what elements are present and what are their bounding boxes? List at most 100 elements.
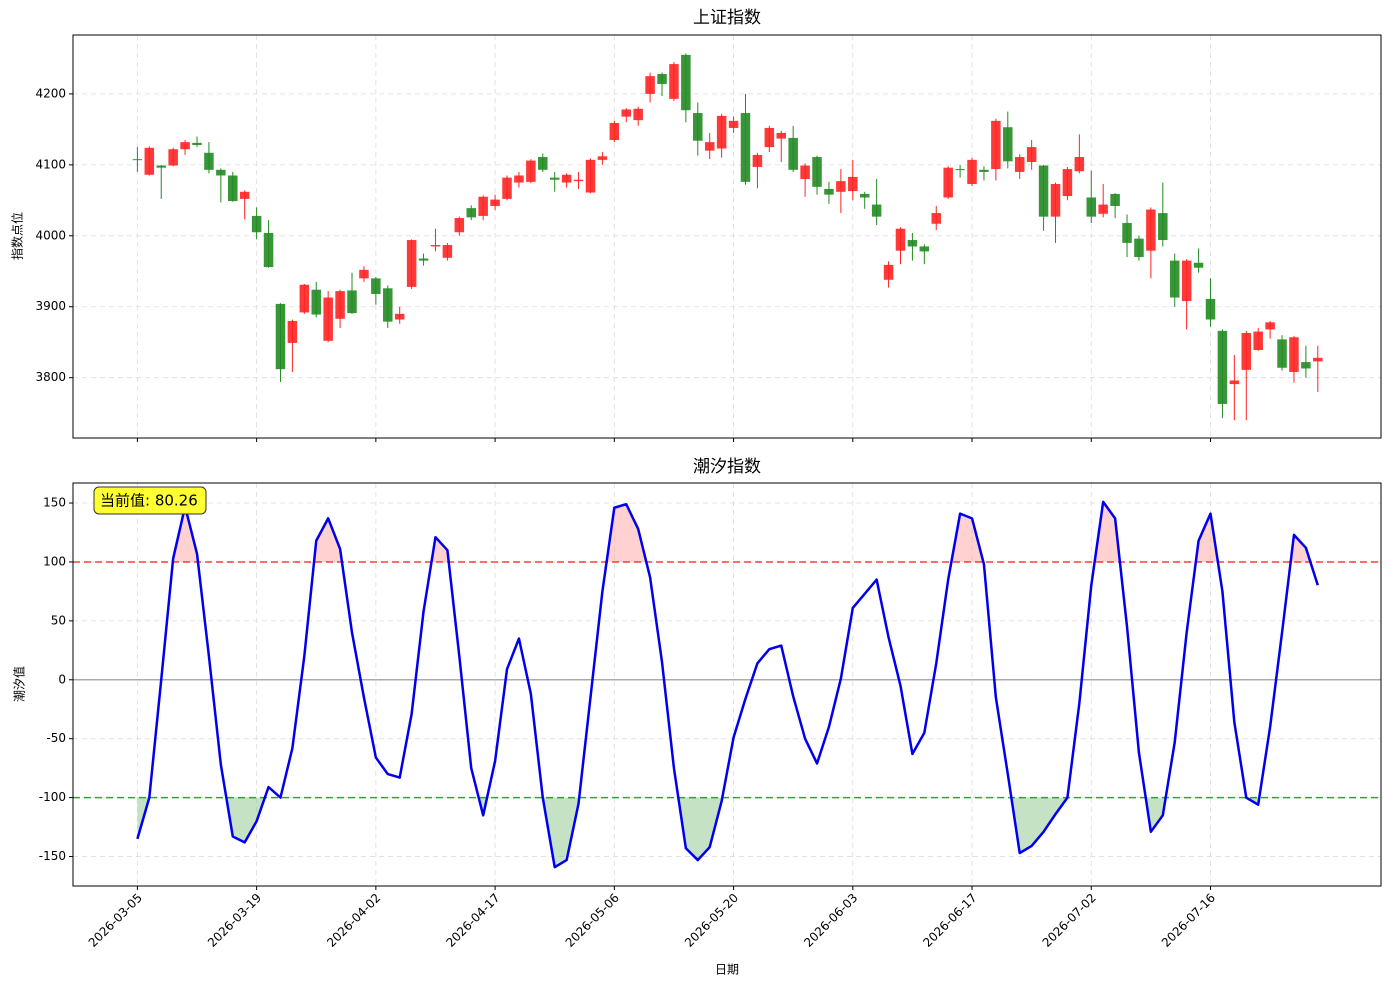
annotation-box — [93, 486, 207, 515]
y-tick-label: -150 — [39, 849, 66, 863]
candle-body — [1050, 183, 1061, 217]
top-title: 上证指数 — [693, 8, 761, 28]
y-tick-label: 4200 — [35, 86, 66, 100]
candle-body — [311, 289, 321, 315]
y-tick-label: -100 — [39, 790, 66, 804]
candle-body — [693, 113, 703, 141]
candle-body — [859, 193, 870, 198]
candle-body — [716, 115, 727, 149]
candle-body — [1169, 260, 1180, 298]
candle-body — [1229, 380, 1240, 385]
x-tick-label: 2026-05-06 — [563, 891, 622, 950]
candle-body — [788, 137, 798, 170]
candle-body — [538, 157, 548, 170]
candle-body — [597, 156, 608, 160]
y-tick-label: 0 — [58, 672, 66, 686]
candle-body — [1158, 213, 1168, 241]
candle-body — [657, 74, 667, 84]
candle-body — [1110, 193, 1120, 206]
candle-body — [1122, 223, 1132, 243]
candle-body — [430, 245, 441, 247]
candle-body — [633, 108, 643, 121]
candle-body — [883, 264, 894, 280]
candle-body — [740, 113, 751, 182]
y-tick-label: 4100 — [35, 157, 66, 171]
candle-body — [812, 157, 822, 187]
candle-body — [907, 240, 918, 247]
x-tick-label: 2026-03-19 — [205, 891, 264, 950]
candle-body — [609, 122, 620, 141]
candle-body — [371, 278, 381, 294]
x-label: 日期 — [715, 963, 739, 977]
candle-body — [490, 199, 500, 206]
candle-body — [931, 213, 942, 224]
candle-body — [287, 320, 298, 343]
candle-body — [502, 177, 512, 199]
candle-body — [394, 313, 405, 320]
x-tick-label: 2026-06-03 — [801, 891, 860, 950]
candle-body — [359, 269, 369, 279]
candle-body — [1146, 209, 1156, 251]
candle-body — [1253, 331, 1263, 351]
candle-body — [549, 177, 560, 180]
candle-body — [1205, 298, 1216, 320]
x-tick-label: 2026-04-17 — [443, 891, 502, 950]
annotation: 当前值: 80.26 — [100, 492, 198, 510]
candle-body — [323, 297, 333, 341]
candle-body — [466, 208, 476, 218]
y-tick-label: 3900 — [35, 299, 66, 313]
candle-body — [1289, 337, 1299, 373]
candle-body — [752, 154, 763, 167]
candle-body — [1074, 157, 1085, 172]
candle-body — [1026, 147, 1037, 163]
candle-body — [871, 204, 882, 217]
candle-body — [478, 196, 488, 216]
x-tick-label: 2026-04-02 — [324, 891, 383, 950]
candle-body — [943, 167, 953, 198]
x-tick-label: 2026-03-05 — [86, 891, 145, 950]
threshold-fill — [137, 797, 1318, 868]
candle-body — [180, 142, 190, 150]
tide-line — [136, 500, 1320, 869]
candle-body — [335, 291, 345, 319]
candle-body — [621, 109, 631, 117]
candle-body — [526, 160, 536, 182]
candle-body — [418, 258, 429, 261]
candle-body — [454, 218, 465, 233]
candle-body — [168, 149, 178, 166]
y-tick-label: 3800 — [35, 370, 66, 384]
y-tick-label: 4000 — [35, 228, 66, 242]
candle-body — [216, 169, 226, 176]
y-tick-label: 50 — [51, 613, 66, 627]
candle-body — [263, 232, 274, 268]
y-tick-label: 100 — [43, 554, 66, 568]
candle-body — [514, 175, 524, 183]
candle-body — [1134, 238, 1144, 258]
candle-body — [991, 120, 1001, 170]
candle-body — [800, 165, 810, 180]
candle-body — [1301, 362, 1311, 369]
candle-body — [1014, 157, 1025, 172]
candle-body — [347, 290, 357, 314]
candle-body — [764, 127, 775, 148]
candle-body — [1086, 197, 1097, 217]
candle-body — [1265, 322, 1275, 330]
candle-body — [132, 159, 143, 161]
candle-body — [406, 240, 417, 287]
top-y-label: 指数点位 — [10, 212, 25, 260]
candle-body — [967, 159, 977, 184]
y-tick-label: 150 — [43, 496, 66, 510]
candle-body — [1193, 262, 1204, 268]
candle-body — [585, 159, 596, 193]
candle-body — [383, 288, 393, 322]
plot-frame — [72, 34, 1382, 439]
candle-body — [1003, 127, 1013, 162]
candle-body — [1277, 339, 1287, 368]
candle-body — [669, 64, 679, 99]
candle-body — [645, 76, 655, 94]
candle-body — [895, 228, 906, 251]
x-tick-label: 2026-05-20 — [682, 891, 741, 950]
bottom-title: 潮汐指数 — [693, 457, 761, 477]
